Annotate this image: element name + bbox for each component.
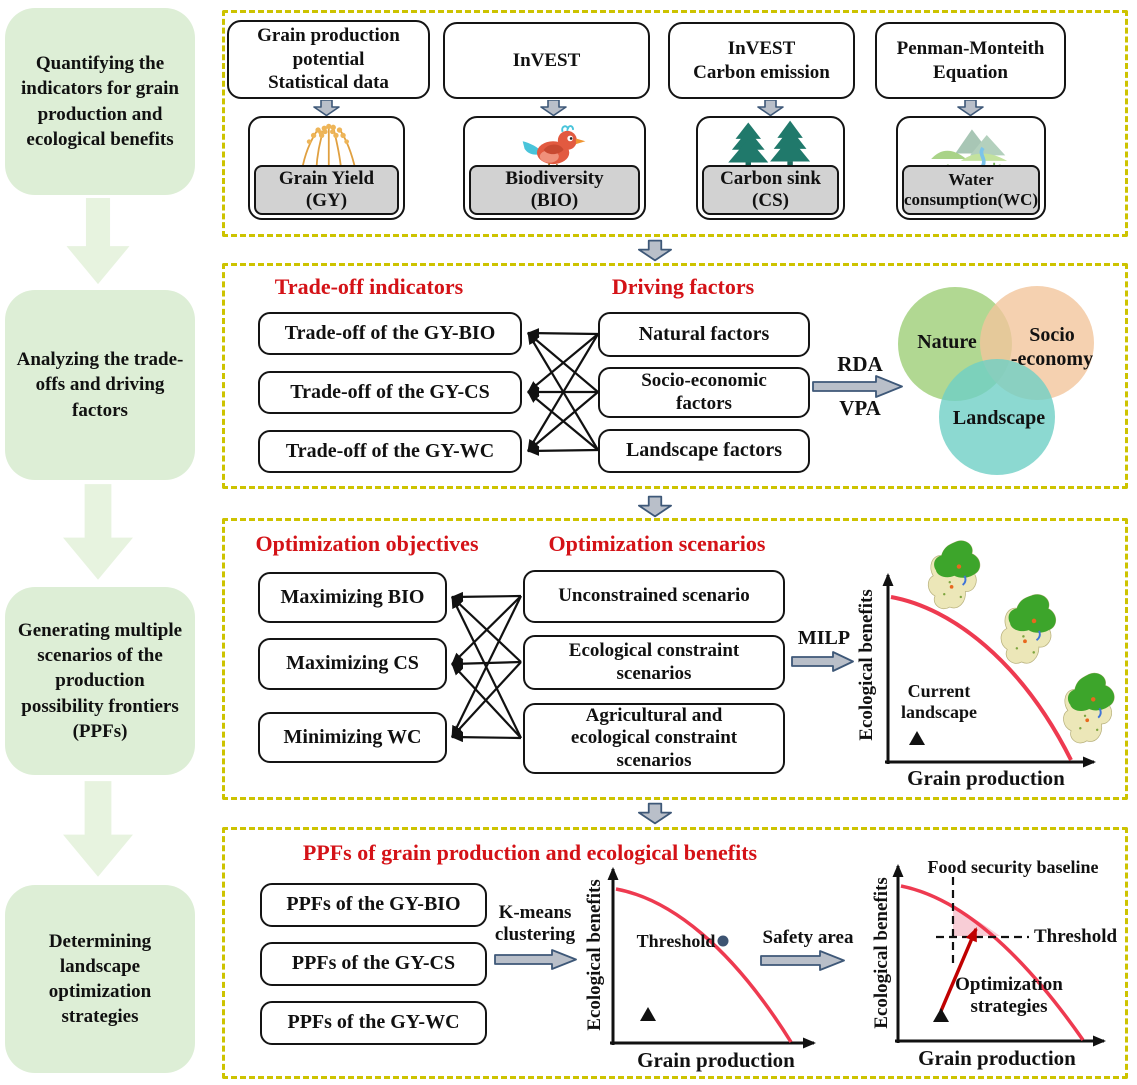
scenario-box-ecological-constraint: Ecological constraint scenarios bbox=[523, 635, 785, 690]
tradeoff-box-gy-bio: Trade-off of the GY-BIO bbox=[258, 312, 522, 355]
venn-label-landscape: Landscape bbox=[952, 407, 1046, 429]
kmeans-label: K-means clustering bbox=[494, 902, 576, 946]
down-arrow-to-grain-yield bbox=[313, 100, 340, 116]
down-arrow-to-carbon-sink bbox=[757, 100, 784, 116]
down-arrow-to-biodiversity bbox=[540, 100, 567, 116]
ppf-chart-scenarios bbox=[882, 539, 1119, 768]
threshold-label-2: Threshold bbox=[1034, 926, 1118, 947]
heading-ppfs: PPFs of grain production and ecological … bbox=[302, 840, 758, 865]
ppf-curve-safety bbox=[900, 884, 1085, 1042]
flow-arrow-panel2-to-panel3 bbox=[638, 495, 672, 518]
stage-label-quantifying: Quantifying the indicators for grain pro… bbox=[5, 8, 195, 195]
scenario-box-agricultural-ecological: Agricultural and ecological constraint s… bbox=[523, 703, 785, 774]
landscape-map-3 bbox=[1059, 670, 1119, 745]
panel-ppfs bbox=[222, 827, 1128, 1079]
indicator-box-grain-yield: Grain Yield (GY) bbox=[248, 116, 405, 220]
ppf-curve-threshold bbox=[615, 887, 793, 1043]
safety-area-arrow bbox=[760, 950, 845, 971]
heading-optimization-scenarios: Optimization scenarios bbox=[548, 531, 766, 556]
threshold-point bbox=[717, 935, 729, 947]
tradeoff-box-gy-cs: Trade-off of the GY-CS bbox=[258, 371, 522, 414]
indicator-label-water-consumption: Water consumption(WC) bbox=[902, 165, 1040, 215]
ppf-chart-safety bbox=[892, 864, 1106, 1047]
y-axis-label-safety: Ecological benefits bbox=[871, 877, 892, 1029]
current-landscape-label: Current landscape bbox=[900, 681, 978, 723]
indicator-box-water-consumption: Water consumption(WC) bbox=[896, 116, 1046, 220]
ppf-box-gy-cs: PPFs of the GY-CS bbox=[260, 942, 487, 986]
kmeans-arrow bbox=[494, 949, 577, 970]
flow-arrow-step2-to-step3 bbox=[63, 484, 133, 580]
venn-diagram bbox=[898, 286, 1094, 475]
indicator-label-carbon-sink: Carbon sink (CS) bbox=[702, 165, 839, 215]
driver-box-landscape: Landscape factors bbox=[598, 429, 810, 473]
heading-tradeoff-indicators: Trade-off indicators bbox=[274, 274, 464, 299]
x-axis-label-threshold: Grain production bbox=[637, 1048, 795, 1072]
method-box-invest: InVEST bbox=[443, 22, 650, 99]
heading-driving-factors: Driving factors bbox=[611, 274, 755, 299]
stage-label-analyzing: Analyzing the trade-offs and driving fac… bbox=[5, 290, 195, 480]
milp-arrow bbox=[791, 651, 854, 672]
vpa-label: VPA bbox=[839, 396, 881, 420]
indicator-box-biodiversity: Biodiversity (BIO) bbox=[463, 116, 646, 220]
rda-label: RDA bbox=[837, 352, 883, 376]
stage-label-determining: Determining landscape optimization strat… bbox=[5, 885, 195, 1073]
objective-box-maximizing-cs: Maximizing CS bbox=[258, 638, 447, 690]
x-axis-label-safety: Grain production bbox=[918, 1046, 1076, 1070]
panel-indicators bbox=[222, 10, 1128, 237]
landscape-map-2 bbox=[998, 591, 1059, 667]
scenario-box-unconstrained: Unconstrained scenario bbox=[523, 570, 785, 623]
y-axis-label-scenarios: Ecological benefits bbox=[856, 589, 877, 741]
optimization-strategies-label: Optimization strategies bbox=[955, 974, 1063, 1018]
milp-label: MILP bbox=[797, 627, 851, 649]
optimization-arrow bbox=[939, 927, 978, 1012]
ppf-box-gy-bio: PPFs of the GY-BIO bbox=[260, 883, 487, 927]
indicator-label-grain-yield: Grain Yield (GY) bbox=[254, 165, 399, 215]
landscape-map-1 bbox=[927, 539, 981, 610]
rda-vpa-arrow bbox=[812, 375, 903, 398]
safety-area-label: Safety area bbox=[762, 927, 854, 948]
indicator-label-biodiversity: Biodiversity (BIO) bbox=[469, 165, 640, 215]
flow-arrow-panel3-to-panel4 bbox=[638, 802, 672, 825]
x-axis-label-scenarios: Grain production bbox=[907, 766, 1065, 790]
flow-arrow-step3-to-step4 bbox=[63, 781, 133, 877]
ppf-chart-threshold bbox=[607, 867, 816, 1049]
venn-label-socio-economy: Socio -economy bbox=[1010, 324, 1094, 370]
landscape-water-icon bbox=[898, 120, 1044, 174]
method-box-grain-production-potential: Grain production potential Statistical d… bbox=[227, 20, 430, 99]
flow-arrow-panel1-to-panel2 bbox=[638, 239, 672, 262]
y-axis-label-threshold: Ecological benefits bbox=[584, 879, 605, 1031]
current-landscape-marker-2 bbox=[640, 1007, 656, 1021]
venn-label-nature: Nature bbox=[917, 331, 977, 353]
stage-label-generating: Generating multiple scenarios of the pro… bbox=[5, 587, 195, 775]
threshold-label: Threshold bbox=[636, 931, 716, 951]
heading-optimization-objectives: Optimization objectives bbox=[255, 531, 479, 556]
food-security-baseline-label: Food security baseline bbox=[927, 857, 1099, 877]
down-arrow-to-water-consumption bbox=[957, 100, 984, 116]
objective-box-maximizing-bio: Maximizing BIO bbox=[258, 572, 447, 623]
method-box-invest-carbon: InVEST Carbon emission bbox=[668, 22, 855, 99]
tradeoff-box-gy-wc: Trade-off of the GY-WC bbox=[258, 430, 522, 473]
driver-box-natural: Natural factors bbox=[598, 312, 810, 357]
bird-icon bbox=[465, 120, 644, 174]
panel-scenarios bbox=[222, 518, 1128, 800]
ppf-box-gy-wc: PPFs of the GY-WC bbox=[260, 1001, 487, 1045]
venn-circle-landscape bbox=[939, 359, 1055, 475]
flow-arrow-step1-to-step2 bbox=[66, 198, 130, 285]
objective-box-minimizing-wc: Minimizing WC bbox=[258, 712, 447, 763]
current-landscape-marker-3 bbox=[933, 1008, 949, 1022]
ppf-curve bbox=[890, 595, 1073, 761]
method-box-penman-monteith: Penman-Monteith Equation bbox=[875, 22, 1066, 99]
current-landscape-marker bbox=[909, 731, 925, 745]
panel-tradeoffs bbox=[222, 263, 1128, 489]
indicator-box-carbon-sink: Carbon sink (CS) bbox=[696, 116, 845, 220]
driver-box-socio-economic: Socio-economic factors bbox=[598, 367, 810, 418]
